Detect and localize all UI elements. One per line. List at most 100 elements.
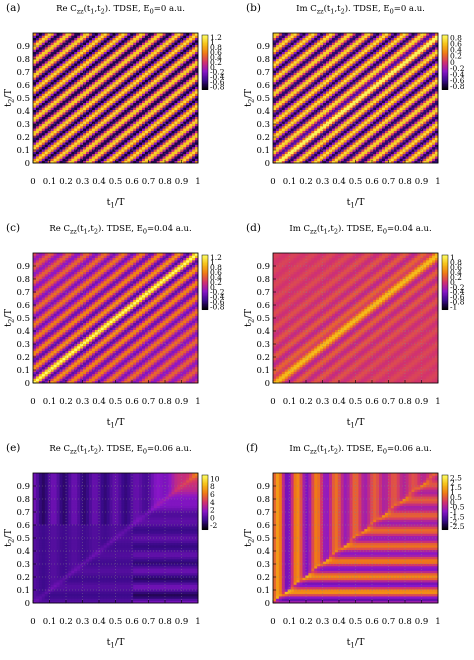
heatmap-cell [273, 144, 276, 147]
heatmap-cell [51, 52, 54, 55]
heatmap-cell [154, 52, 157, 55]
heatmap-cell [133, 128, 136, 131]
heatmap-cell [121, 89, 124, 92]
heatmap-cell [311, 66, 314, 69]
heatmap-cell [145, 119, 148, 122]
heatmap-cell [189, 133, 192, 136]
heatmap-cell [121, 151, 124, 154]
heatmap-cell [311, 103, 314, 106]
heatmap-cell [294, 61, 297, 64]
heatmap-cell [329, 72, 332, 75]
heatmap-cell [154, 93, 157, 96]
heatmap-cell [166, 137, 169, 140]
heatmap-cell [54, 105, 57, 108]
heatmap-cell [160, 112, 163, 115]
heatmap-cell [98, 128, 101, 131]
heatmap-cell [51, 54, 54, 57]
heatmap-cell [350, 82, 353, 85]
heatmap-cell [62, 126, 65, 129]
heatmap-cell [80, 135, 83, 138]
heatmap-cell [74, 103, 77, 106]
heatmap-cell [107, 68, 110, 71]
heatmap-cell [154, 142, 157, 145]
heatmap-cell [358, 151, 361, 154]
heatmap-cell [361, 68, 364, 71]
heatmap-cell [300, 142, 303, 145]
heatmap-cell [347, 103, 350, 106]
heatmap-cell [308, 128, 311, 131]
heatmap-cell [124, 119, 127, 122]
heatmap-cell [68, 107, 71, 110]
heatmap-cell [57, 144, 60, 147]
heatmap-cell [358, 66, 361, 69]
heatmap-cell [326, 149, 329, 152]
heatmap-cell [308, 93, 311, 96]
heatmap-cell [157, 144, 160, 147]
heatmap-cell [95, 144, 98, 147]
heatmap-cell [45, 147, 48, 150]
heatmap-cell [127, 96, 130, 99]
heatmap-cell [83, 119, 86, 122]
heatmap-cell [177, 86, 180, 89]
heatmap-cell [71, 126, 74, 129]
heatmap-cell [166, 100, 169, 103]
heatmap-cell [356, 61, 359, 64]
y-tick-label: 0.7 [16, 68, 30, 78]
heatmap-cell [60, 131, 63, 134]
heatmap-cell [335, 47, 338, 50]
heatmap-cell [356, 75, 359, 78]
heatmap-cell [347, 100, 350, 103]
heatmap-cell [297, 38, 300, 41]
heatmap-cell [335, 133, 338, 136]
heatmap-cell [166, 112, 169, 115]
heatmap-cell [341, 40, 344, 43]
heatmap-cell [186, 84, 189, 87]
heatmap-cell [300, 93, 303, 96]
heatmap-cell [302, 72, 305, 75]
heatmap-cell [344, 75, 347, 78]
heatmap-cell [101, 66, 104, 69]
heatmap-cell [151, 156, 154, 159]
heatmap-cell [77, 128, 80, 131]
heatmap-cell [68, 128, 71, 131]
heatmap-cell [302, 142, 305, 145]
heatmap-cell [273, 137, 276, 140]
heatmap-cell [57, 151, 60, 154]
heatmap-cell [276, 117, 279, 120]
heatmap-cell [57, 86, 60, 89]
heatmap-cell [151, 68, 154, 71]
heatmap-cell [74, 149, 77, 152]
heatmap-cell [36, 158, 39, 161]
heatmap-cell [36, 42, 39, 45]
heatmap-cell [68, 131, 71, 134]
heatmap-cell [186, 56, 189, 59]
heatmap-cell [74, 119, 77, 122]
heatmap-cell [335, 144, 338, 147]
heatmap-cell [33, 35, 36, 38]
heatmap-cell [326, 91, 329, 94]
heatmap-cell [39, 149, 42, 152]
heatmap-cell [160, 33, 163, 36]
heatmap-cell [329, 128, 332, 131]
heatmap-cell [273, 107, 276, 110]
heatmap-cell [51, 84, 54, 87]
heatmap-cell [300, 112, 303, 115]
heatmap-cell [33, 147, 36, 150]
heatmap-cell [104, 54, 107, 57]
heatmap-cell [308, 70, 311, 73]
heatmap-cell [323, 100, 326, 103]
heatmap-cell [33, 42, 36, 45]
heatmap-cell [344, 98, 347, 101]
heatmap-cell [291, 117, 294, 120]
heatmap-cell [308, 59, 311, 62]
heatmap-cell [186, 63, 189, 66]
heatmap-cell [68, 151, 71, 154]
heatmap-cell [353, 103, 356, 106]
heatmap-cell [89, 40, 92, 43]
heatmap-cell [347, 142, 350, 145]
heatmap-cell [192, 126, 195, 129]
heatmap-cell [323, 49, 326, 52]
heatmap-cell [317, 131, 320, 134]
heatmap-cell [300, 149, 303, 152]
heatmap-cell [276, 149, 279, 152]
